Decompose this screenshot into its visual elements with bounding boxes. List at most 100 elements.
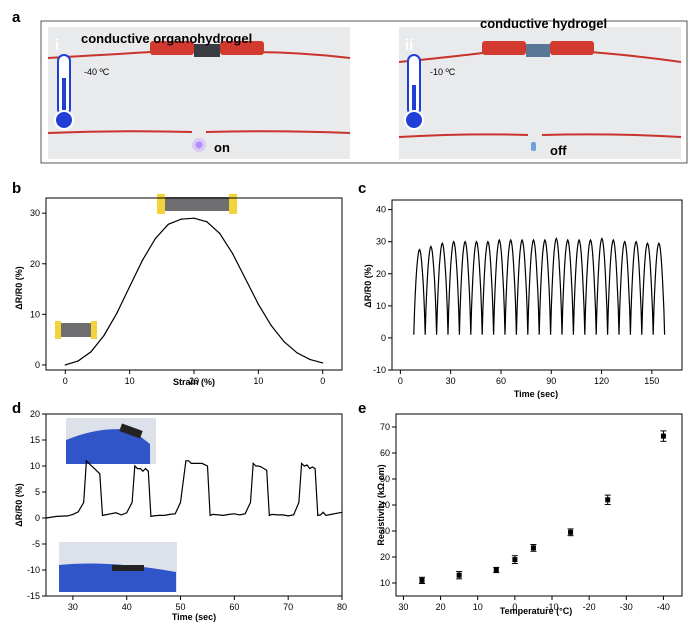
- chart-d-ytick-label: 20: [30, 409, 40, 419]
- chart-d-point: [180, 501, 182, 503]
- chart-d-ytick-label: 0: [35, 513, 40, 523]
- chart-c-peak: [430, 245, 432, 248]
- chart-d-point: [223, 514, 225, 516]
- chart-b-strain-response: Strain (%) ΔR/R0 (%) 0 10 20 30 0 10 20 10 0: [14, 194, 343, 387]
- finger-straight-photo: [59, 542, 177, 592]
- chart-c-cycling: Time (sec) ΔR/R0 (%) -10 0 10 20 30 40 0 30 60 90…: [363, 199, 683, 399]
- chart-c-frame: [391, 199, 683, 371]
- chart-b-point: [154, 237, 156, 240]
- chart-d-series-line: [45, 459, 343, 519]
- photo-right-temperature: -10 ºC: [430, 67, 456, 77]
- chart-b-point: [244, 278, 247, 280]
- chart-d-point: [110, 513, 112, 515]
- chart-d-point: [317, 514, 319, 516]
- chart-c-peak: [578, 239, 580, 241]
- chart-b-point: [64, 364, 66, 366]
- chart-d-xtick-label: 40: [122, 602, 132, 612]
- chart-b-point: [206, 221, 208, 223]
- chart-e-xtick-label: 10: [473, 602, 483, 612]
- chart-b-xtick-label: 10: [253, 376, 263, 386]
- chart-e-ytick-label: 10: [380, 578, 390, 588]
- chart-b-point: [257, 303, 259, 305]
- chart-e-point: [419, 577, 425, 583]
- chart-d-point: [260, 466, 262, 468]
- panel-label-e: e: [358, 400, 366, 417]
- chart-c-xtick-label: 60: [496, 376, 506, 386]
- chart-d-point: [142, 470, 144, 472]
- chart-d-finger-bending: Time (sec) ΔR/R0 (%) -15 -10 -5 0 5 10 15 20 30 4…: [14, 409, 347, 622]
- chart-e-resistivity: Temperature (°C) Resistivity (kΩ cm) 10 2…: [376, 413, 683, 616]
- gel-relaxed-illustration: [55, 321, 97, 339]
- chart-d-xtick-label: 50: [176, 602, 186, 612]
- chart-c-peak: [532, 239, 535, 241]
- chart-e-point: [605, 497, 611, 503]
- chart-e-point: [660, 433, 666, 439]
- chart-d-point: [104, 514, 106, 516]
- wire-bottom-right: [398, 133, 682, 138]
- chart-b-xtick-label: 0: [320, 376, 325, 386]
- chart-d-point: [228, 513, 230, 515]
- chart-d-point: [266, 469, 268, 471]
- chart-c-ytick-label: 20: [376, 269, 386, 279]
- chart-d-point: [341, 511, 343, 513]
- chart-b-xlabel: Strain (%): [173, 377, 215, 387]
- status-on: on: [214, 140, 230, 155]
- chart-e-xtick-label: -40: [657, 602, 670, 612]
- chart-b-point: [90, 351, 92, 353]
- chart-d-point: [88, 462, 90, 464]
- chart-d-point: [196, 462, 198, 464]
- chart-d-frame: [45, 413, 343, 597]
- chart-d-point: [268, 514, 270, 516]
- chart-d-point: [217, 514, 219, 516]
- chart-d-point: [325, 514, 327, 516]
- chart-d-point: [120, 514, 122, 516]
- clip-left-b: [220, 41, 264, 55]
- chart-e-xtick-label: -10: [545, 602, 558, 612]
- chart-d-point: [147, 470, 149, 472]
- chart-d-point: [206, 465, 208, 467]
- chart-d-point: [99, 473, 101, 475]
- chart-d-point: [169, 513, 171, 515]
- photo-left-roman: i: [55, 37, 59, 54]
- chart-c-peak: [441, 242, 443, 244]
- chart-c-ytick-label: -10: [373, 365, 386, 375]
- chart-d-point: [45, 517, 47, 519]
- chart-c-peak: [475, 241, 478, 243]
- chart-e-ytick-label: 60: [380, 448, 390, 458]
- chart-b-ytick-label: 20: [30, 259, 40, 269]
- chart-d-xtick-label: 80: [337, 602, 347, 612]
- chart-b-ytick-label: 30: [30, 208, 40, 218]
- chart-b-point: [180, 218, 182, 220]
- chart-c-xtick-label: 150: [644, 376, 659, 386]
- chart-e-xtick-label: 0: [512, 602, 517, 612]
- chart-e-point: [512, 557, 518, 563]
- chart-c-peak: [487, 241, 489, 243]
- chart-d-point: [322, 511, 324, 513]
- panel-label-d: d: [12, 400, 21, 417]
- chart-d-point: [258, 465, 260, 467]
- chart-d-point: [150, 515, 152, 517]
- chart-b-series-line: [65, 217, 323, 366]
- chart-b-xtick-label: 0: [63, 376, 68, 386]
- chart-e-ylabel: Resistivity (kΩ cm): [376, 464, 386, 545]
- chart-c-peak: [589, 239, 592, 241]
- chart-c-ytick-label: 10: [376, 301, 386, 311]
- chart-b-ylabel: ΔR/R0 (%): [14, 266, 24, 309]
- chart-d-point: [83, 501, 85, 503]
- chart-d-point: [153, 515, 155, 517]
- chart-b-point: [322, 362, 324, 364]
- chart-b-point: [283, 341, 285, 343]
- chart-b-point: [232, 253, 234, 255]
- chart-d-point: [263, 468, 265, 470]
- chart-e-xtick-label: -30: [620, 602, 633, 612]
- wire-bottom-left: [47, 130, 351, 134]
- chart-e-ytick-label: 50: [380, 474, 390, 484]
- led-on: [195, 141, 203, 149]
- chart-d-point: [336, 512, 338, 514]
- chart-d-point: [303, 465, 305, 467]
- photo-right: ii -10 ºC conductive hydrogel off: [398, 16, 682, 159]
- chart-d-ytick-label: 5: [35, 487, 40, 497]
- chart-d-ytick-label: 10: [30, 461, 40, 471]
- chart-d-point: [93, 468, 95, 470]
- panel-label-c: c: [358, 180, 366, 197]
